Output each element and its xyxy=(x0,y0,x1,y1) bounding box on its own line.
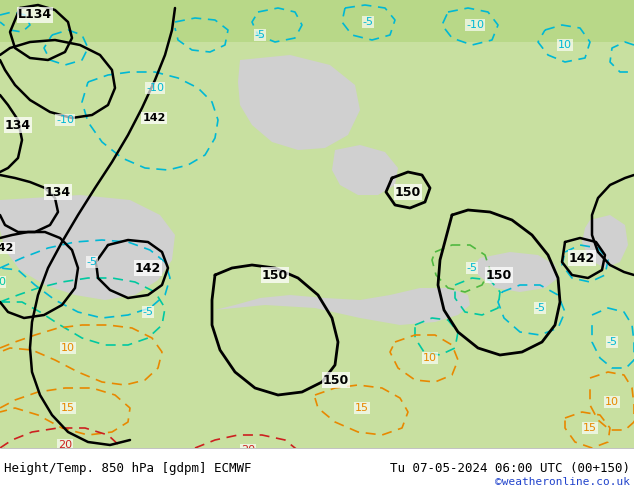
Polygon shape xyxy=(476,252,558,292)
Text: -15: -15 xyxy=(26,470,44,480)
Text: 10: 10 xyxy=(61,343,75,353)
Text: 142: 142 xyxy=(0,243,14,253)
Text: Tu 07-05-2024 06:00 UTC (00+150): Tu 07-05-2024 06:00 UTC (00+150) xyxy=(390,462,630,474)
Text: 134: 134 xyxy=(5,119,31,131)
Text: L134: L134 xyxy=(18,8,52,22)
Polygon shape xyxy=(582,215,628,268)
Text: 134: 134 xyxy=(45,186,71,198)
Text: -5: -5 xyxy=(467,263,477,273)
Text: 150: 150 xyxy=(395,186,421,198)
Text: -5: -5 xyxy=(363,17,373,27)
Polygon shape xyxy=(238,55,360,150)
Text: ©weatheronline.co.uk: ©weatheronline.co.uk xyxy=(495,477,630,487)
Text: 15: 15 xyxy=(61,403,75,413)
Text: -5: -5 xyxy=(86,257,98,267)
Text: -5: -5 xyxy=(607,337,618,347)
Polygon shape xyxy=(0,42,634,490)
Text: -10: -10 xyxy=(56,115,74,125)
Text: 142: 142 xyxy=(569,251,595,265)
Text: Height/Temp. 850 hPa [gdpm] ECMWF: Height/Temp. 850 hPa [gdpm] ECMWF xyxy=(4,462,252,474)
Text: 0: 0 xyxy=(0,277,6,287)
Text: 15: 15 xyxy=(583,423,597,433)
Polygon shape xyxy=(215,288,470,325)
Text: 10: 10 xyxy=(558,40,572,50)
Text: -5: -5 xyxy=(143,307,153,317)
Text: 10: 10 xyxy=(423,353,437,363)
Text: -5: -5 xyxy=(254,30,266,40)
Text: 20: 20 xyxy=(58,440,72,450)
Polygon shape xyxy=(0,448,634,490)
Text: 142: 142 xyxy=(135,262,161,274)
Text: 10: 10 xyxy=(605,397,619,407)
Polygon shape xyxy=(332,145,398,195)
Polygon shape xyxy=(0,195,175,300)
Text: -10: -10 xyxy=(146,83,164,93)
Text: -10: -10 xyxy=(466,20,484,30)
Text: 150: 150 xyxy=(323,373,349,387)
Text: 150: 150 xyxy=(262,269,288,281)
Text: -5: -5 xyxy=(534,303,545,313)
Text: -15: -15 xyxy=(406,467,424,477)
Text: 20: 20 xyxy=(241,445,255,455)
Text: 15: 15 xyxy=(355,403,369,413)
Text: 150: 150 xyxy=(486,269,512,281)
Text: 142: 142 xyxy=(142,113,165,123)
